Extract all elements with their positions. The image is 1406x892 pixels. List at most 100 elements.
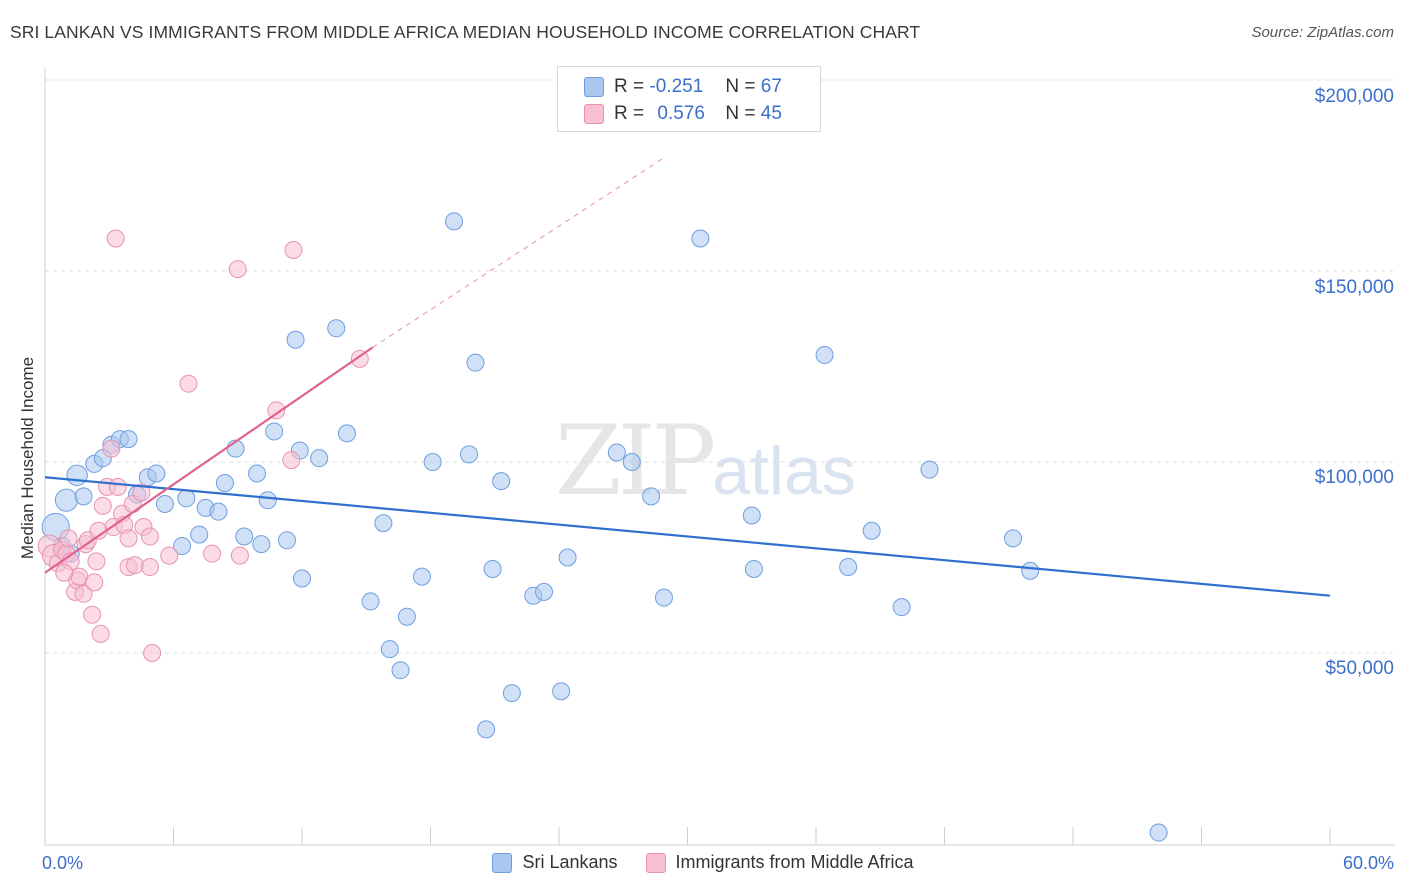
sri-lankan-point — [119, 430, 138, 449]
n-value: 67 — [760, 76, 782, 97]
watermark-atlas: atlas — [712, 433, 856, 509]
legend-swatch-middle-africa — [584, 104, 604, 124]
sri-lankan-point — [235, 527, 254, 546]
legend-swatch-sri-lankans — [584, 77, 604, 97]
middle-africa-trend-extension — [372, 155, 667, 348]
chart-title: SRI LANKAN VS IMMIGRANTS FROM MIDDLE AFR… — [10, 22, 921, 42]
sri-lankan-point — [327, 319, 346, 338]
sri-lankan-point — [374, 514, 393, 533]
sri-lankan-point — [361, 592, 380, 611]
sri-lankan-point — [839, 558, 858, 577]
middle-africa-point — [83, 605, 102, 624]
sri-lankan-point — [412, 567, 431, 586]
middle-africa-point — [132, 483, 151, 502]
sri-lankan-point — [502, 684, 521, 703]
middle-africa-point — [85, 573, 104, 592]
middle-africa-point — [143, 644, 162, 662]
middle-africa-point — [70, 567, 89, 586]
middle-africa-point — [93, 496, 112, 515]
sri-lankan-point — [258, 491, 277, 510]
n-value: 45 — [760, 103, 782, 124]
middle-africa-point — [228, 260, 247, 279]
middle-africa-point — [140, 558, 159, 577]
middle-africa-trend-line — [44, 346, 374, 574]
sri-lankan-point — [483, 559, 502, 578]
sri-lankan-point — [147, 464, 166, 483]
middle-africa-point — [282, 451, 301, 470]
legend-row-middle-africa: R = 0.576 N = 45 — [584, 102, 782, 126]
sri-lankan-point — [423, 453, 442, 471]
legend-swatch-middle-africa — [645, 852, 666, 873]
sri-lankan-point — [215, 474, 234, 493]
sri-lankan-point — [155, 495, 174, 514]
sri-lankan-point — [248, 464, 267, 483]
legend-swatch-sri-lankans — [492, 852, 513, 873]
middle-africa-point — [74, 584, 93, 603]
sri-lankan-point — [642, 487, 661, 506]
r-label: R = — [614, 103, 645, 124]
legend-item-middle-africa[interactable]: Immigrants from Middle Africa — [645, 852, 914, 873]
middle-africa-point — [230, 546, 249, 565]
sri-lankan-point — [337, 424, 356, 443]
r-value: 0.576 — [657, 103, 705, 124]
sri-lankan-point — [691, 229, 710, 248]
middle-africa-point — [59, 529, 78, 548]
sri-lankan-point — [552, 682, 571, 701]
sri-lankan-point — [286, 330, 305, 349]
sri-lankan-point — [209, 502, 228, 521]
y-tick-label-100k: $100,000 — [1314, 467, 1394, 488]
middle-africa-point — [125, 556, 144, 575]
sri-lankan-point — [278, 531, 297, 550]
sri-lankan-point — [535, 582, 554, 601]
correlation-legend: R = -0.251 N = 67 R = 0.576 N = 45 — [557, 66, 821, 132]
r-value: -0.251 — [649, 76, 704, 97]
middle-africa-point — [108, 477, 127, 496]
sri-lankan-point — [1149, 823, 1168, 842]
sri-lankan-point — [252, 535, 271, 554]
sri-lankan-point — [1021, 561, 1040, 580]
sri-lankan-point — [744, 559, 763, 578]
middle-africa-point — [160, 546, 179, 565]
r-label: R = — [614, 76, 645, 97]
middle-africa-point — [87, 552, 106, 571]
series-legend: Sri Lankans Immigrants from Middle Afric… — [0, 852, 1406, 873]
sri-lankan-point — [1004, 529, 1023, 548]
y-tick-label-50k: $50,000 — [1325, 658, 1394, 679]
sri-lankan-point — [607, 443, 626, 462]
middle-africa-point — [91, 624, 110, 643]
n-label: N = — [725, 76, 756, 97]
sri-lankan-point — [380, 640, 399, 659]
sri-lankan-point — [397, 607, 416, 626]
sri-lankan-point — [66, 464, 88, 487]
sri-lankan-point — [862, 521, 881, 540]
middle-africa-point — [55, 563, 74, 582]
middle-africa-point — [179, 374, 198, 393]
sri-lankan-trend-line — [44, 476, 1331, 597]
middle-africa-point — [203, 544, 222, 563]
sri-lankan-point — [391, 661, 410, 680]
sri-lankan-point — [293, 569, 311, 588]
x-tick-label-max: 60.0% — [1342, 853, 1394, 873]
legend-item-sri-lankans[interactable]: Sri Lankans — [492, 852, 618, 873]
sri-lankan-point — [742, 506, 761, 525]
sri-lankan-point — [265, 422, 284, 441]
middle-africa-point — [119, 529, 138, 548]
middle-africa-point — [140, 527, 159, 546]
sri-lankan-point — [892, 598, 911, 617]
sri-lankan-point — [74, 487, 93, 506]
sri-lankan-point — [460, 445, 479, 464]
sri-lankan-point — [920, 460, 939, 479]
legend-label-sri-lankans: Sri Lankans — [522, 852, 618, 872]
legend-label-middle-africa: Immigrants from Middle Africa — [675, 852, 914, 872]
x-tick-label-min: 0.0% — [42, 853, 84, 873]
middle-africa-point — [267, 401, 286, 420]
sri-lankan-point — [54, 488, 78, 512]
sri-lankan-point — [445, 212, 464, 231]
sri-lankan-point — [466, 353, 485, 372]
n-label: N = — [725, 103, 756, 124]
sri-lankan-point — [815, 346, 834, 365]
y-tick-label-200k: $200,000 — [1314, 86, 1394, 107]
sri-lankan-point — [173, 537, 192, 556]
sri-lankan-point — [177, 489, 196, 508]
